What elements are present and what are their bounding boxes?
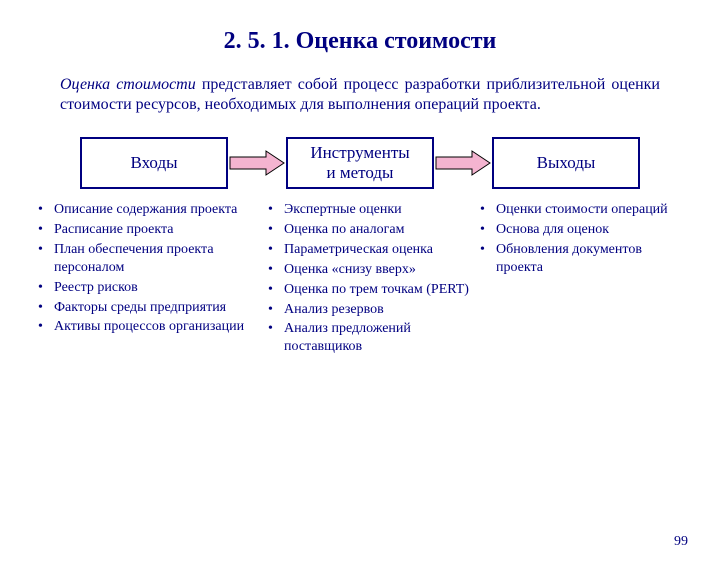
lists-row: Описание содержания проекта Расписание п… <box>0 201 720 358</box>
list-item: Расписание проекта <box>36 221 266 239</box>
box-outputs: Выходы <box>492 137 640 189</box>
list-item: Анализ резервов <box>266 301 478 319</box>
page-number: 99 <box>674 534 688 550</box>
list-item: Факторы среды предприятия <box>36 299 266 317</box>
box-tools: Инструментыи методы <box>286 137 434 189</box>
list-tools: Экспертные оценки Оценка по аналогам Пар… <box>266 201 478 358</box>
list-item: Активы процессов организации <box>36 318 266 336</box>
list-outputs: Оценки стоимости операций Основа для оце… <box>478 201 678 358</box>
list-item: Обновления документов проекта <box>478 241 678 277</box>
list-inputs: Описание содержания проекта Расписание п… <box>36 201 266 358</box>
list-item: Основа для оценок <box>478 221 678 239</box>
list-item: План обеспечения проекта персоналом <box>36 241 266 277</box>
list-item: Оценка по трем точкам (PERT) <box>266 281 478 299</box>
list-item: Анализ предложений поставщиков <box>266 320 478 356</box>
arrow-icon <box>434 137 492 189</box>
flow-diagram: Входы Инструментыи методы Выходы <box>0 137 720 189</box>
page-title: 2. 5. 1. Оценка стоимости <box>0 28 720 55</box>
intro-paragraph: Оценка стоимости представляет собой проц… <box>60 75 660 115</box>
list-item: Оценка по аналогам <box>266 221 478 239</box>
list-item: Описание содержания проекта <box>36 201 266 219</box>
arrow-icon <box>228 137 286 189</box>
list-item: Оценка «снизу вверх» <box>266 261 478 279</box>
box-inputs: Входы <box>80 137 228 189</box>
arrow-shape <box>436 151 490 175</box>
list-item: Оценки стоимости операций <box>478 201 678 219</box>
list-item: Экспертные оценки <box>266 201 478 219</box>
arrow-shape <box>230 151 284 175</box>
intro-term: Оценка стоимости <box>60 76 196 93</box>
list-item: Реестр рисков <box>36 279 266 297</box>
list-item: Параметрическая оценка <box>266 241 478 259</box>
